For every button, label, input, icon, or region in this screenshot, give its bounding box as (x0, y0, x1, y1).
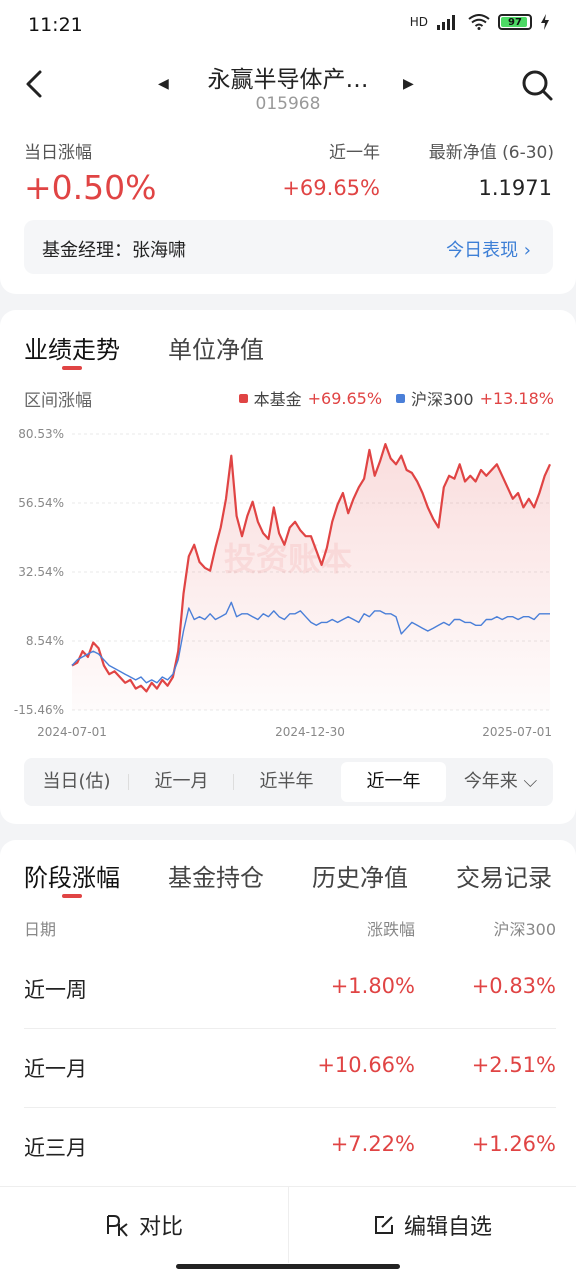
legend-index-value: +13.18% (479, 388, 554, 408)
fund-series-line (71, 443, 551, 693)
range-change-label: 区间涨幅 (24, 391, 92, 411)
tab-stage-returns[interactable]: 阶段涨幅 (24, 864, 120, 892)
row-fund-change: +1.80% (330, 974, 415, 998)
daily-change-label: 当日涨幅 (24, 143, 92, 163)
col-hs300: 沪深300 (493, 920, 556, 939)
signal-icon (437, 15, 455, 30)
status-bar: 11:21 HD 97 (0, 0, 576, 52)
back-icon[interactable] (20, 68, 52, 100)
manager-label: 基金经理：张海啸 (42, 240, 186, 261)
next-fund-icon[interactable]: ▶ (403, 76, 414, 92)
col-fund-change: 涨跌幅 (366, 920, 415, 939)
row-fund-change: +10.66% (317, 1053, 415, 1077)
row-period: 近三月 (24, 1136, 87, 1160)
compare-label: 对比 (138, 1215, 183, 1240)
tab-trade-records[interactable]: 交易记录 (456, 864, 552, 892)
row-index-change: +2.51% (471, 1053, 556, 1077)
legend-index-swatch (396, 393, 406, 403)
edit-icon (374, 1216, 393, 1234)
prev-fund-icon[interactable]: ◀ (158, 76, 169, 92)
legend-index-name: 沪深300 (411, 390, 474, 409)
legend-fund-swatch (238, 393, 248, 403)
divider (288, 1187, 289, 1263)
tab-nav-history[interactable]: 历史净值 (312, 864, 408, 892)
fund-header-card: ◀ 永赢半导体产… 015968 ▶ 当日涨幅 近一年 最新净值 (6-30) … (0, 52, 576, 294)
period-selector: 当日(估) 近一月 近半年 近一年 今年来 ⌵ (24, 758, 553, 806)
fund-name: 永赢半导体产… (207, 67, 369, 93)
period-1m[interactable]: 近一月 (129, 762, 234, 802)
row-fund-change: +7.22% (330, 1132, 415, 1156)
y-tick-label: 80.53% (18, 427, 64, 441)
home-indicator (176, 1264, 400, 1269)
x-tick-label: 2024-07-01 (37, 725, 107, 739)
legend-fund: 本基金 +69.65% (238, 386, 383, 410)
status-icons: HD 97 (410, 14, 550, 30)
daily-change-value: +0.50% (24, 168, 157, 207)
y-tick-label: 8.54% (26, 634, 64, 648)
row-index-change: +1.26% (471, 1132, 556, 1156)
x-tick-label: 2024-12-30 (275, 725, 345, 739)
performance-line-chart[interactable]: 80.53%56.54%32.54%8.54%-15.46%投资账本2024-0… (0, 420, 576, 746)
y-tick-label: -15.46% (14, 703, 64, 717)
period-1y[interactable]: 近一年 (341, 762, 446, 802)
year-change-value: +69.65% (282, 176, 380, 200)
tab-active-indicator (62, 894, 82, 898)
compare-button[interactable]: 对比 (0, 1187, 288, 1263)
table-row: 近三月 +7.22% +1.26% (24, 1108, 556, 1187)
period-today-est[interactable]: 当日(估) (24, 762, 129, 802)
period-ytd[interactable]: 今年来 ⌵ (463, 771, 538, 792)
wifi-icon (468, 14, 490, 30)
charging-icon (541, 14, 549, 30)
fund-code: 015968 (255, 94, 321, 114)
legend-fund-name: 本基金 (253, 390, 302, 409)
tab-unit-nav[interactable]: 单位净值 (168, 336, 264, 364)
legend-index: 沪深300 +13.18% (396, 386, 554, 410)
pk-icon (106, 1215, 128, 1237)
tab-holdings[interactable]: 基金持仓 (168, 864, 264, 892)
year-change-label: 近一年 (329, 143, 380, 163)
battery-icon: 97 (498, 14, 532, 30)
edit-watchlist-label: 编辑自选 (403, 1215, 492, 1240)
period-6m[interactable]: 近半年 (259, 771, 314, 792)
row-period: 近一周 (24, 978, 87, 1002)
table-row: 近一月 +10.66% +2.51% (24, 1029, 556, 1108)
y-tick-label: 56.54% (18, 496, 64, 510)
legend-fund-value: +69.65% (307, 388, 383, 408)
row-period: 近一月 (24, 1057, 87, 1081)
col-date: 日期 (24, 920, 57, 939)
network-type-icon: HD (409, 15, 428, 29)
row-index-change: +0.83% (471, 974, 556, 998)
status-time: 11:21 (28, 14, 83, 36)
table-row: 近一周 +1.80% +0.83% (24, 950, 556, 1029)
fund-area-fill (72, 444, 550, 710)
latest-nav-label: 最新净值 (6-30) (428, 143, 554, 163)
y-tick-label: 32.54% (18, 565, 64, 579)
manager-row[interactable]: 基金经理：张海啸 今日表现 › (24, 220, 553, 274)
edit-watchlist-button[interactable]: 编辑自选 (288, 1187, 576, 1263)
index-series-line (71, 601, 550, 684)
tab-active-indicator (62, 366, 82, 370)
today-performance-link[interactable]: 今日表现 › (446, 240, 531, 261)
performance-chart-card: 业绩走势 单位净值 区间涨幅 本基金 +69.65% 沪深300 +13.18%… (0, 310, 576, 824)
search-icon[interactable] (520, 68, 554, 102)
chart-legend: 本基金 +69.65% 沪深300 +13.18% (238, 386, 554, 410)
latest-nav-value: 1.1971 (478, 176, 552, 200)
x-tick-label: 2025-07-01 (482, 725, 552, 739)
tab-performance-trend[interactable]: 业绩走势 (24, 336, 120, 364)
